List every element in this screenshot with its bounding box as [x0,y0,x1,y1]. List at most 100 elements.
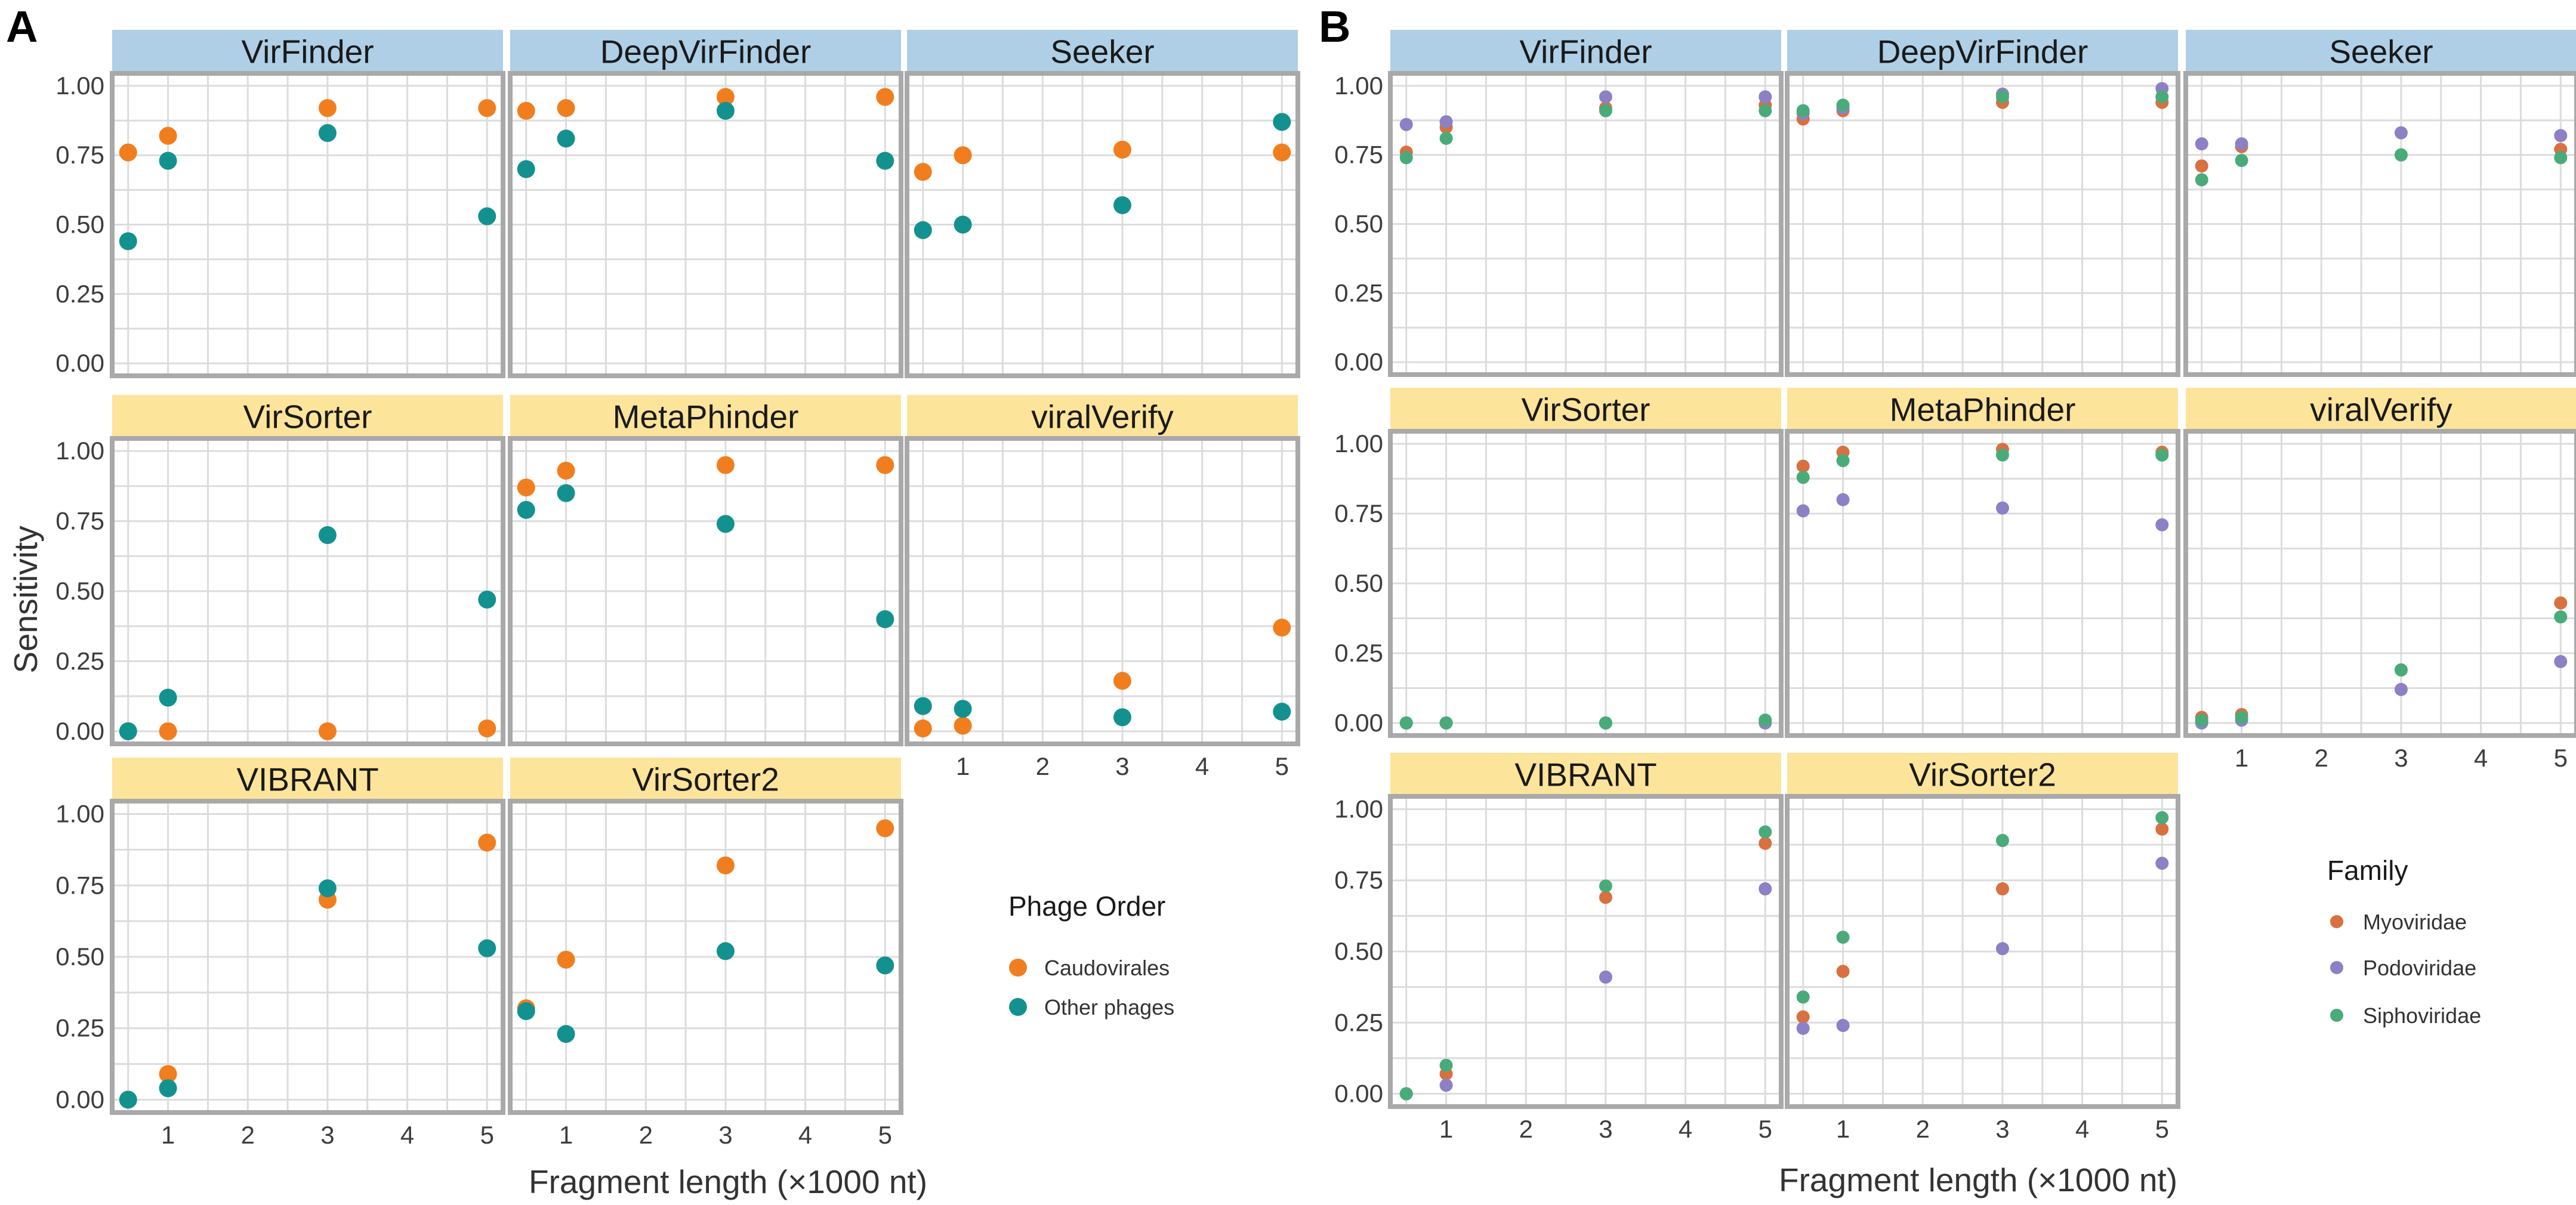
point-other-phages [914,221,932,239]
x-tick-label: 4 [2075,1115,2089,1143]
point-other-phages [876,152,894,170]
y-tick-label: 0.50 [1334,210,1383,238]
point-siphoviridae [1399,1087,1413,1101]
point-other-phages [1113,196,1131,214]
point-siphoviridae [1836,98,1850,112]
grid-lines [1390,431,1781,736]
point-podoviridae [2155,857,2169,870]
point-myoviridae [1836,965,1850,978]
point-siphoviridae [2235,153,2248,167]
point-siphoviridae [1759,825,1772,839]
legend-key-other-phages [1009,998,1027,1016]
point-podoviridae [2554,129,2568,143]
point-siphoviridae [1995,833,2009,847]
point-other-phages [1113,708,1131,727]
fig-b-x-axis-label: Fragment length (×1000 nt) [1779,1161,2177,1198]
point-other-phages [557,129,575,148]
facet-strip [510,758,901,801]
point-siphoviridae [1599,104,1612,118]
facet-strip-title: VirSorter2 [632,761,779,798]
fig-a-panel-letter: A [6,2,38,51]
point-siphoviridae [1995,448,2009,462]
point-caudovirales [716,456,735,474]
fig-a-facet-virfinder: VirFinder [110,30,505,378]
point-siphoviridae [1759,104,1772,118]
point-siphoviridae [2155,448,2169,462]
point-other-phages [159,688,177,707]
grid-lines [907,438,1298,744]
y-tick-label: 0.00 [55,1085,104,1113]
x-tick-label: 4 [1195,752,1209,780]
x-tick-label: 2 [2315,744,2328,772]
panel-border [508,436,903,746]
point-podoviridae [1995,501,2009,515]
point-other-phages [517,160,535,178]
point-podoviridae [1599,90,1612,104]
point-other-phages [478,591,496,609]
y-tick-label: 0.50 [55,577,104,605]
x-tick-label: 5 [878,1121,892,1149]
grid-lines [2186,73,2576,375]
x-tick-label: 2 [639,1121,653,1149]
y-tick-label: 1.00 [1334,72,1383,100]
panel-border [1388,429,1784,738]
point-podoviridae [1995,942,2009,956]
point-caudovirales [517,101,535,120]
facet-strip-title: Seeker [2329,33,2433,70]
panel-border [905,71,1300,378]
point-podoviridae [2554,655,2568,669]
x-tick-label: 2 [241,1121,255,1149]
legend-title: Family [2327,855,2408,886]
point-siphoviridae [2235,710,2248,724]
point-other-phages [557,484,575,502]
legend-label-other-phages: Other phages [1044,995,1174,1019]
x-tick-label: 4 [2474,744,2488,772]
facet-strip-title: Seeker [1050,33,1154,70]
point-caudovirales [478,833,496,852]
fig-b-panel-letter: B [1319,2,1350,51]
panel-border [2183,71,2576,377]
y-tick-label: 0.50 [55,211,104,239]
y-tick-label: 0.25 [55,280,104,308]
facet-strip-title: DeepVirFinder [1877,33,2088,70]
point-myoviridae [1995,882,2009,896]
fig-a-facet-deepvirfinder: DeepVirFinder [508,30,903,378]
grid-lines [2186,431,2576,736]
point-siphoviridae [2195,713,2208,727]
panel-border [905,436,1300,746]
point-podoviridae [1399,118,1413,131]
panel-border [1388,794,1784,1109]
x-tick-label: 3 [1995,1115,2009,1143]
y-tick-label: 1.00 [1334,430,1383,458]
point-caudovirales [1113,140,1131,159]
facet-strip-title: VirSorter2 [1909,756,2056,793]
point-podoviridae [1836,1019,1850,1033]
point-podoviridae [1796,1021,1810,1035]
facet-strip [2186,388,2576,431]
fig-b-facet-virsorter: VirSorter [1388,388,1784,738]
point-other-phages [159,152,177,170]
point-podoviridae [1599,970,1612,984]
point-siphoviridae [1599,716,1612,730]
x-tick-label: 1 [1439,1115,1453,1143]
facet-strip [112,758,503,801]
x-tick-label: 4 [1679,1115,1692,1143]
panel-border [110,436,505,746]
y-tick-label: 0.75 [55,871,104,899]
facet-strip-title: VirFinder [241,33,374,70]
point-myoviridae [1759,836,1772,850]
panel-border [1785,794,2180,1109]
point-siphoviridae [2195,173,2208,187]
x-tick-label: 1 [956,752,970,780]
point-myoviridae [2195,159,2208,173]
fig-a-facet-vibrant: VIBRANT [110,758,505,1115]
panel-border [110,799,505,1115]
x-tick-label: 5 [480,1121,494,1149]
facet-strip [1787,30,2178,73]
point-other-phages [716,942,735,960]
fig-a-facet-metaphinder: MetaPhinder [508,395,903,746]
x-tick-label: 1 [2235,744,2248,772]
point-podoviridae [2155,518,2169,532]
point-other-phages [478,207,496,225]
